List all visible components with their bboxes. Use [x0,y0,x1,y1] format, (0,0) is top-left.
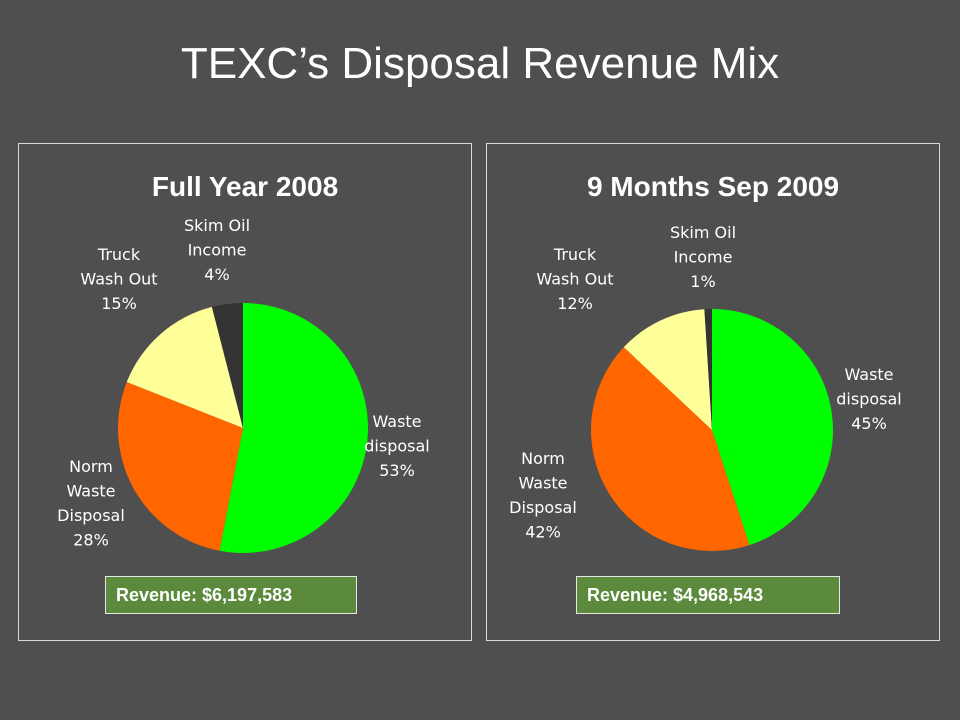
slice-label: Norm Waste Disposal 42% [509,449,577,542]
slice-label: Truck Wash Out 12% [536,245,613,313]
pie-chart-2008: Full Year 2008 Waste disposal 53% Norm Waste… [57,171,430,553]
slice-label: Skim Oil Income 4% [184,216,250,284]
slice-label: Truck Wash Out 15% [80,245,157,313]
chart-panel-2008: Full Year 2008 Waste disposal 53% Norm Waste… [18,143,472,641]
chart-title: Full Year 2008 [152,171,338,202]
pie-slice [712,309,833,546]
pie-slice [591,347,750,551]
pie-slice [118,381,243,551]
page-title: TEXC’s Disposal Revenue Mix [180,39,780,88]
slice-label: Waste disposal 53% [364,412,429,480]
slice-label: Waste disposal 45% [836,365,901,433]
pie-labels: Waste disposal 45% Norm Waste Disposal 42% Truc… [509,223,902,542]
pie-labels: Waste disposal 53% Norm Waste Disposal 28% Truc… [57,216,430,550]
slice-label: Norm Waste Disposal 28% [57,457,125,550]
slice-label: Skim Oil Income 1% [670,223,736,291]
pie-chart-2009: 9 Months Sep 2009 Waste disposal 45% Norm Wa… [509,171,902,551]
revenue-box: Revenue: $6,197,583 [105,576,357,614]
pie-slice [623,309,712,430]
pie-slice [211,303,243,428]
pie-slices [591,309,833,551]
pie-slice [219,303,368,553]
revenue-box: Revenue: $4,968,543 [576,576,840,614]
pie-slice [126,306,243,428]
chart-title: 9 Months Sep 2009 [587,171,839,202]
pie-slice [704,309,712,430]
chart-panel-2009: 9 Months Sep 2009 Waste disposal 45% Norm Wa… [486,143,940,641]
pie-slices [118,303,368,553]
